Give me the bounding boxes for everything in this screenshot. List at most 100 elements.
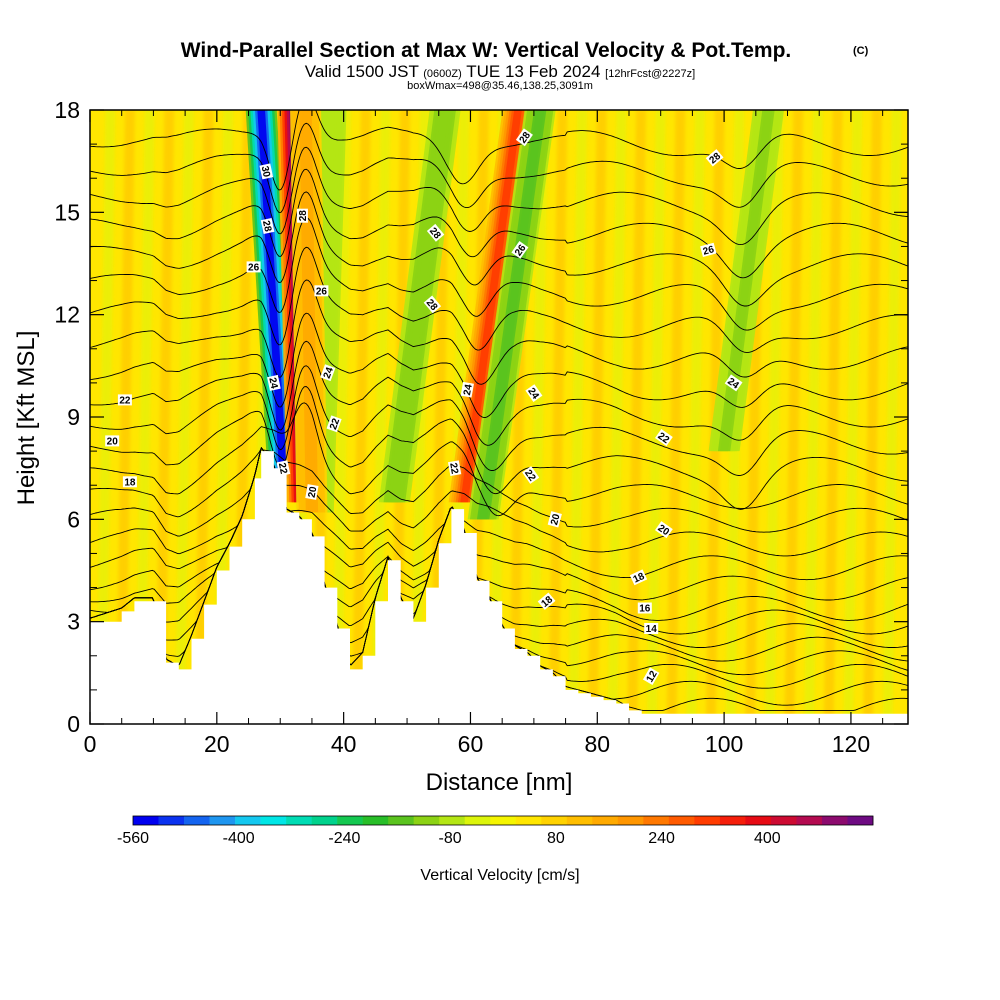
contour-label-bg [511, 241, 529, 259]
forecast-info: [12hrFcst@2227z] [605, 68, 695, 80]
box-info: boxWmax=498@35.46,138.25,3091m [407, 80, 593, 92]
theta-contour [90, 340, 908, 446]
wave-band [430, 110, 450, 724]
contour-label-bg [525, 384, 543, 402]
colorbar-swatch [362, 816, 389, 825]
wave-band [194, 110, 214, 724]
contour-label-text: 12 [645, 669, 660, 685]
contour-label-text: 16 [639, 604, 651, 615]
wave-band [155, 110, 175, 724]
contour-label-text: 24 [322, 366, 336, 381]
theta-contour [90, 446, 908, 581]
velocity-shade [390, 110, 449, 503]
contour-label-text: 28 [298, 210, 309, 222]
contour-label-bg [644, 623, 659, 634]
contour-label-text: 26 [248, 263, 260, 274]
downdraft-band [467, 110, 556, 520]
contour-label-bg [447, 460, 462, 477]
contour-label-text: 24 [266, 377, 279, 391]
colorbar: -560 -400 -240 -80 80 240 400 [117, 815, 874, 847]
contour-label-bg [423, 295, 442, 314]
contour-label-text: 22 [447, 462, 460, 475]
colorbar-swatch [821, 816, 848, 825]
colorbar-swatch [184, 816, 210, 825]
contour-label: 14 [644, 623, 659, 635]
wave-band [784, 110, 804, 724]
theta-contour [90, 217, 908, 331]
velocity-shade [720, 110, 773, 452]
colorbar-swatch [847, 816, 874, 825]
colorbar-swatch [719, 816, 746, 825]
x-tick-label: 40 [331, 731, 357, 757]
theta-contour [90, 446, 908, 601]
valid-date: TUE 13 Feb 2024 [466, 62, 600, 81]
theta-contour [90, 446, 908, 621]
contour-label: 12 [642, 667, 660, 686]
contour-label: 22 [276, 460, 291, 477]
colorbar-tick-label: -560 [117, 830, 149, 847]
contour-label: 22 [326, 415, 342, 433]
contour-label-text: 20 [549, 512, 563, 526]
colorbar-swatch [745, 816, 772, 825]
theta-contour [90, 110, 908, 191]
contour-label-bg [260, 218, 275, 234]
x-tick-label: 120 [832, 731, 870, 757]
x-tick-label: 80 [584, 731, 610, 757]
contour-label: 26 [511, 241, 529, 259]
y-tick-label: 9 [67, 404, 80, 430]
contour-label-bg [724, 374, 743, 392]
theta-contour [90, 146, 908, 246]
colorbar-swatch [158, 816, 185, 825]
colorbar-swatch [439, 816, 466, 825]
theta-contour [90, 191, 908, 307]
contour-label-bg [705, 149, 724, 167]
theta-contour [90, 312, 908, 418]
contour-label: 24 [320, 364, 336, 382]
y-axis-label: Height [Kft MSL] [13, 331, 40, 506]
theta-contour [90, 279, 908, 385]
wave-band [548, 110, 568, 724]
contour-label-text: 22 [276, 462, 289, 476]
contour-label-text: 20 [107, 437, 119, 448]
wave-band [882, 110, 902, 724]
wave-band [587, 110, 607, 724]
wave-band [116, 110, 135, 724]
wave-band [135, 110, 155, 724]
colorbar-swatch [592, 816, 619, 825]
terrain-profile [90, 451, 908, 724]
contour-label: 28 [260, 218, 275, 234]
contour-label-bg [642, 667, 660, 686]
contour-label: 24 [266, 374, 281, 391]
contour-label-bg [629, 569, 648, 586]
contour-label-text: 28 [260, 220, 273, 234]
contour-label: 22 [117, 394, 132, 407]
colorbar-swatch [566, 816, 593, 825]
wave-band [351, 110, 371, 724]
valid-prefix: Valid 1500 JST [305, 62, 419, 81]
wave-band [686, 110, 706, 724]
contour-label-bg [655, 521, 673, 539]
contour-label-text: 20 [307, 485, 320, 498]
colorbar-swatch [515, 816, 542, 825]
contour-label-text: 30 [259, 165, 272, 179]
axes: 0 20 40 60 80 100 120 0 3 6 9 12 15 18 [54, 97, 908, 757]
contour-label-bg [537, 592, 556, 610]
contour-label-bg [515, 128, 533, 147]
wave-band [823, 110, 843, 724]
colorbar-tick-label: 240 [648, 830, 675, 847]
contour-label: 24 [525, 384, 543, 402]
contour-label-bg [117, 394, 132, 406]
contour-label-bg [655, 428, 673, 447]
contour-label: 18 [122, 476, 137, 488]
wave-band [568, 110, 588, 724]
colorbar-frame [132, 815, 874, 826]
contour-label-text: 26 [702, 244, 716, 258]
contour-label: 22 [655, 428, 673, 447]
contour-label-bg [305, 484, 319, 500]
theta-contour [90, 402, 908, 517]
x-axis-label: Distance [nm] [426, 769, 573, 796]
contour-label-bg [320, 364, 336, 382]
colorbar-swatch [617, 816, 644, 825]
theta-contour [90, 122, 908, 213]
